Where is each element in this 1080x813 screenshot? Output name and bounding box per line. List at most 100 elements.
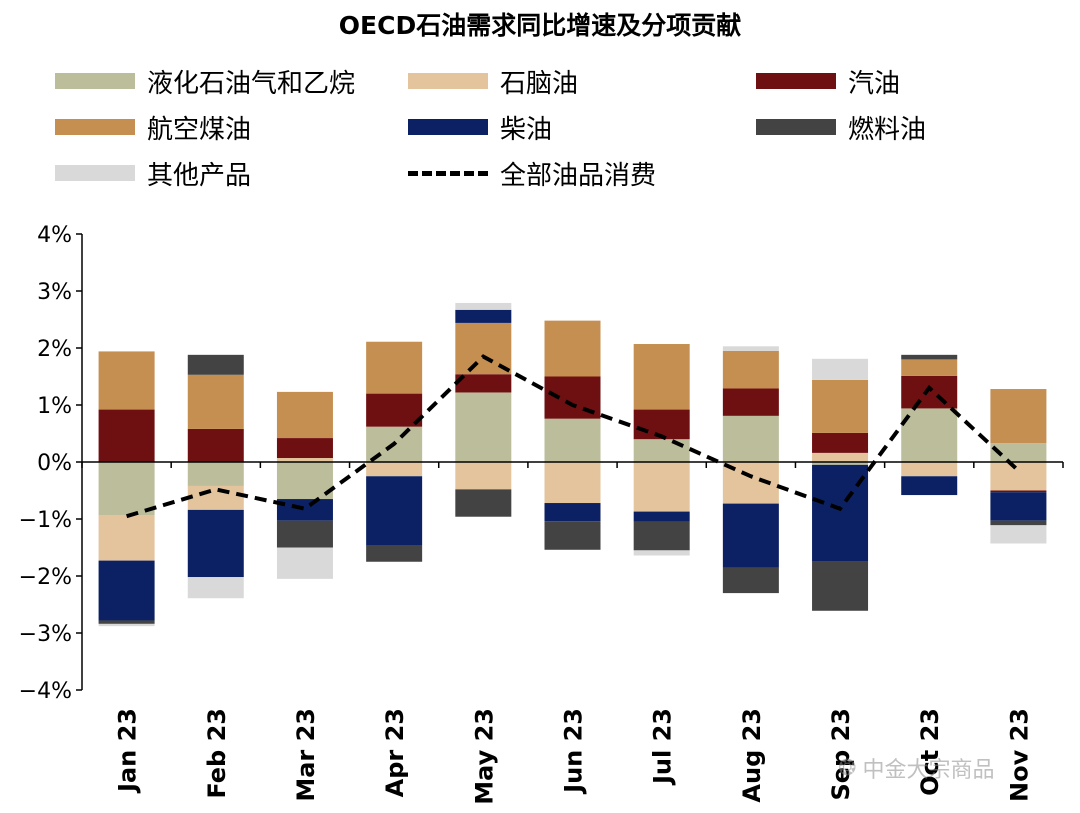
x-tick-label: Mar 23: [292, 708, 320, 802]
bar-segment: [276, 462, 333, 500]
bar-segment: [633, 521, 690, 551]
bar-segment: [990, 462, 1047, 491]
x-tick-label: Feb 23: [203, 708, 231, 799]
bar-segment: [633, 344, 690, 410]
bar-segment: [366, 545, 423, 562]
bar-segment: [901, 359, 958, 376]
bar-segment: [901, 354, 958, 360]
bar-segment: [187, 374, 244, 429]
bar-segment: [455, 392, 512, 462]
x-tick-label: Aug 23: [738, 708, 766, 803]
legend-label: 其他产品: [147, 160, 252, 191]
bar-segment: [722, 415, 779, 462]
bar-segment: [187, 577, 244, 599]
x-tick-label: Oct 23: [916, 708, 944, 796]
watermark: ❂ 中金大宗商品: [838, 752, 994, 784]
bar-segment: [812, 561, 869, 611]
y-tick-label: 0%: [37, 451, 72, 476]
bar-segment: [98, 462, 155, 516]
legend-line-swatch: [408, 170, 488, 176]
bar-segment: [544, 503, 601, 522]
bar-segment: [187, 462, 244, 486]
legend-label: 汽油: [848, 68, 901, 99]
y-tick-label: 4%: [37, 223, 72, 248]
legend-item: 柴油: [408, 112, 552, 145]
legend-item: 汽油: [756, 66, 900, 99]
bar-segment: [990, 492, 1047, 521]
legend-swatch: [756, 119, 836, 135]
bar-segment: [366, 341, 423, 394]
bar-segment: [812, 379, 869, 433]
bar-segment: [276, 458, 333, 462]
legend-item: 液化石油气和乙烷: [55, 66, 355, 99]
x-tick-label: Sep 23: [827, 708, 855, 801]
legend-label: 液化石油气和乙烷: [147, 68, 356, 99]
bar-segment: [544, 521, 601, 550]
chart-title: OECD石油需求同比增速及分项贡献: [338, 11, 742, 40]
y-tick-label: −4%: [19, 679, 72, 704]
bar-segment: [98, 515, 155, 561]
x-tick-label: Apr 23: [381, 708, 409, 797]
bar-segment: [901, 375, 958, 409]
legend-item: 航空煤油: [55, 112, 251, 145]
bar-segment: [276, 499, 333, 521]
bar-segment: [366, 462, 423, 477]
bar-segment: [633, 511, 690, 522]
bar-segment: [633, 550, 690, 556]
bar-segment: [98, 620, 155, 624]
y-tick-label: −1%: [19, 508, 72, 533]
x-tick-label: Jun 23: [560, 708, 588, 795]
bar-segment: [901, 476, 958, 496]
bar-segment: [544, 462, 601, 504]
legend-label: 燃料油: [848, 114, 927, 145]
bar-segment: [276, 547, 333, 579]
y-tick-label: −3%: [19, 622, 72, 647]
y-tick-label: 1%: [37, 394, 72, 419]
x-tick-label: Jul 23: [649, 708, 677, 786]
total-consumption-line: [126, 354, 1020, 519]
bar-segment: [633, 409, 690, 440]
bar-segment: [455, 309, 512, 323]
legend-item: 燃料油: [756, 112, 926, 145]
bar-segment: [187, 509, 244, 578]
bar-segment: [276, 391, 333, 439]
legend-label: 柴油: [500, 114, 553, 145]
legend-swatch: [408, 119, 488, 135]
bar-segment: [98, 351, 155, 410]
legend-swatch: [55, 73, 135, 89]
bar-segment: [544, 320, 601, 377]
y-tick-label: −2%: [19, 565, 72, 590]
bar-segment: [722, 503, 779, 568]
bar-segment: [812, 358, 869, 380]
bar-segment: [276, 520, 333, 548]
bar-segment: [722, 350, 779, 389]
bar-segment: [990, 490, 1047, 493]
x-tick-label: Nov 23: [1005, 708, 1033, 802]
bar-segment: [812, 462, 869, 465]
bar-segment: [812, 452, 869, 462]
bar-segment: [990, 389, 1047, 444]
bar-segment: [455, 302, 512, 310]
legend-item: 其他产品: [55, 158, 251, 191]
wechat-icon: ❂: [838, 755, 857, 781]
bar-segment: [455, 462, 512, 490]
bar-segment: [455, 374, 512, 393]
watermark-text: 中金大宗商品: [862, 758, 995, 783]
bar-segment: [722, 346, 779, 351]
legend-item: 石脑油: [408, 66, 578, 99]
bar-segment: [722, 388, 779, 416]
legend: 液化石油气和乙烷 石脑油 汽油 航空煤油 柴油 燃料油 其他产品 全部油品消费: [0, 0, 1080, 200]
bar-segment: [990, 443, 1047, 462]
y-tick-label: 3%: [37, 280, 72, 305]
bar-segment: [990, 520, 1047, 526]
bar-segment: [98, 409, 155, 462]
bar-segment: [187, 485, 244, 510]
bar-segment: [187, 354, 244, 375]
x-tick-label: May 23: [470, 708, 498, 805]
legend-swatch: [55, 165, 135, 181]
bar-segment: [633, 439, 690, 462]
bar-segment: [98, 623, 155, 627]
x-tick-label: Jan 23: [114, 708, 142, 794]
bar-segment: [187, 428, 244, 462]
